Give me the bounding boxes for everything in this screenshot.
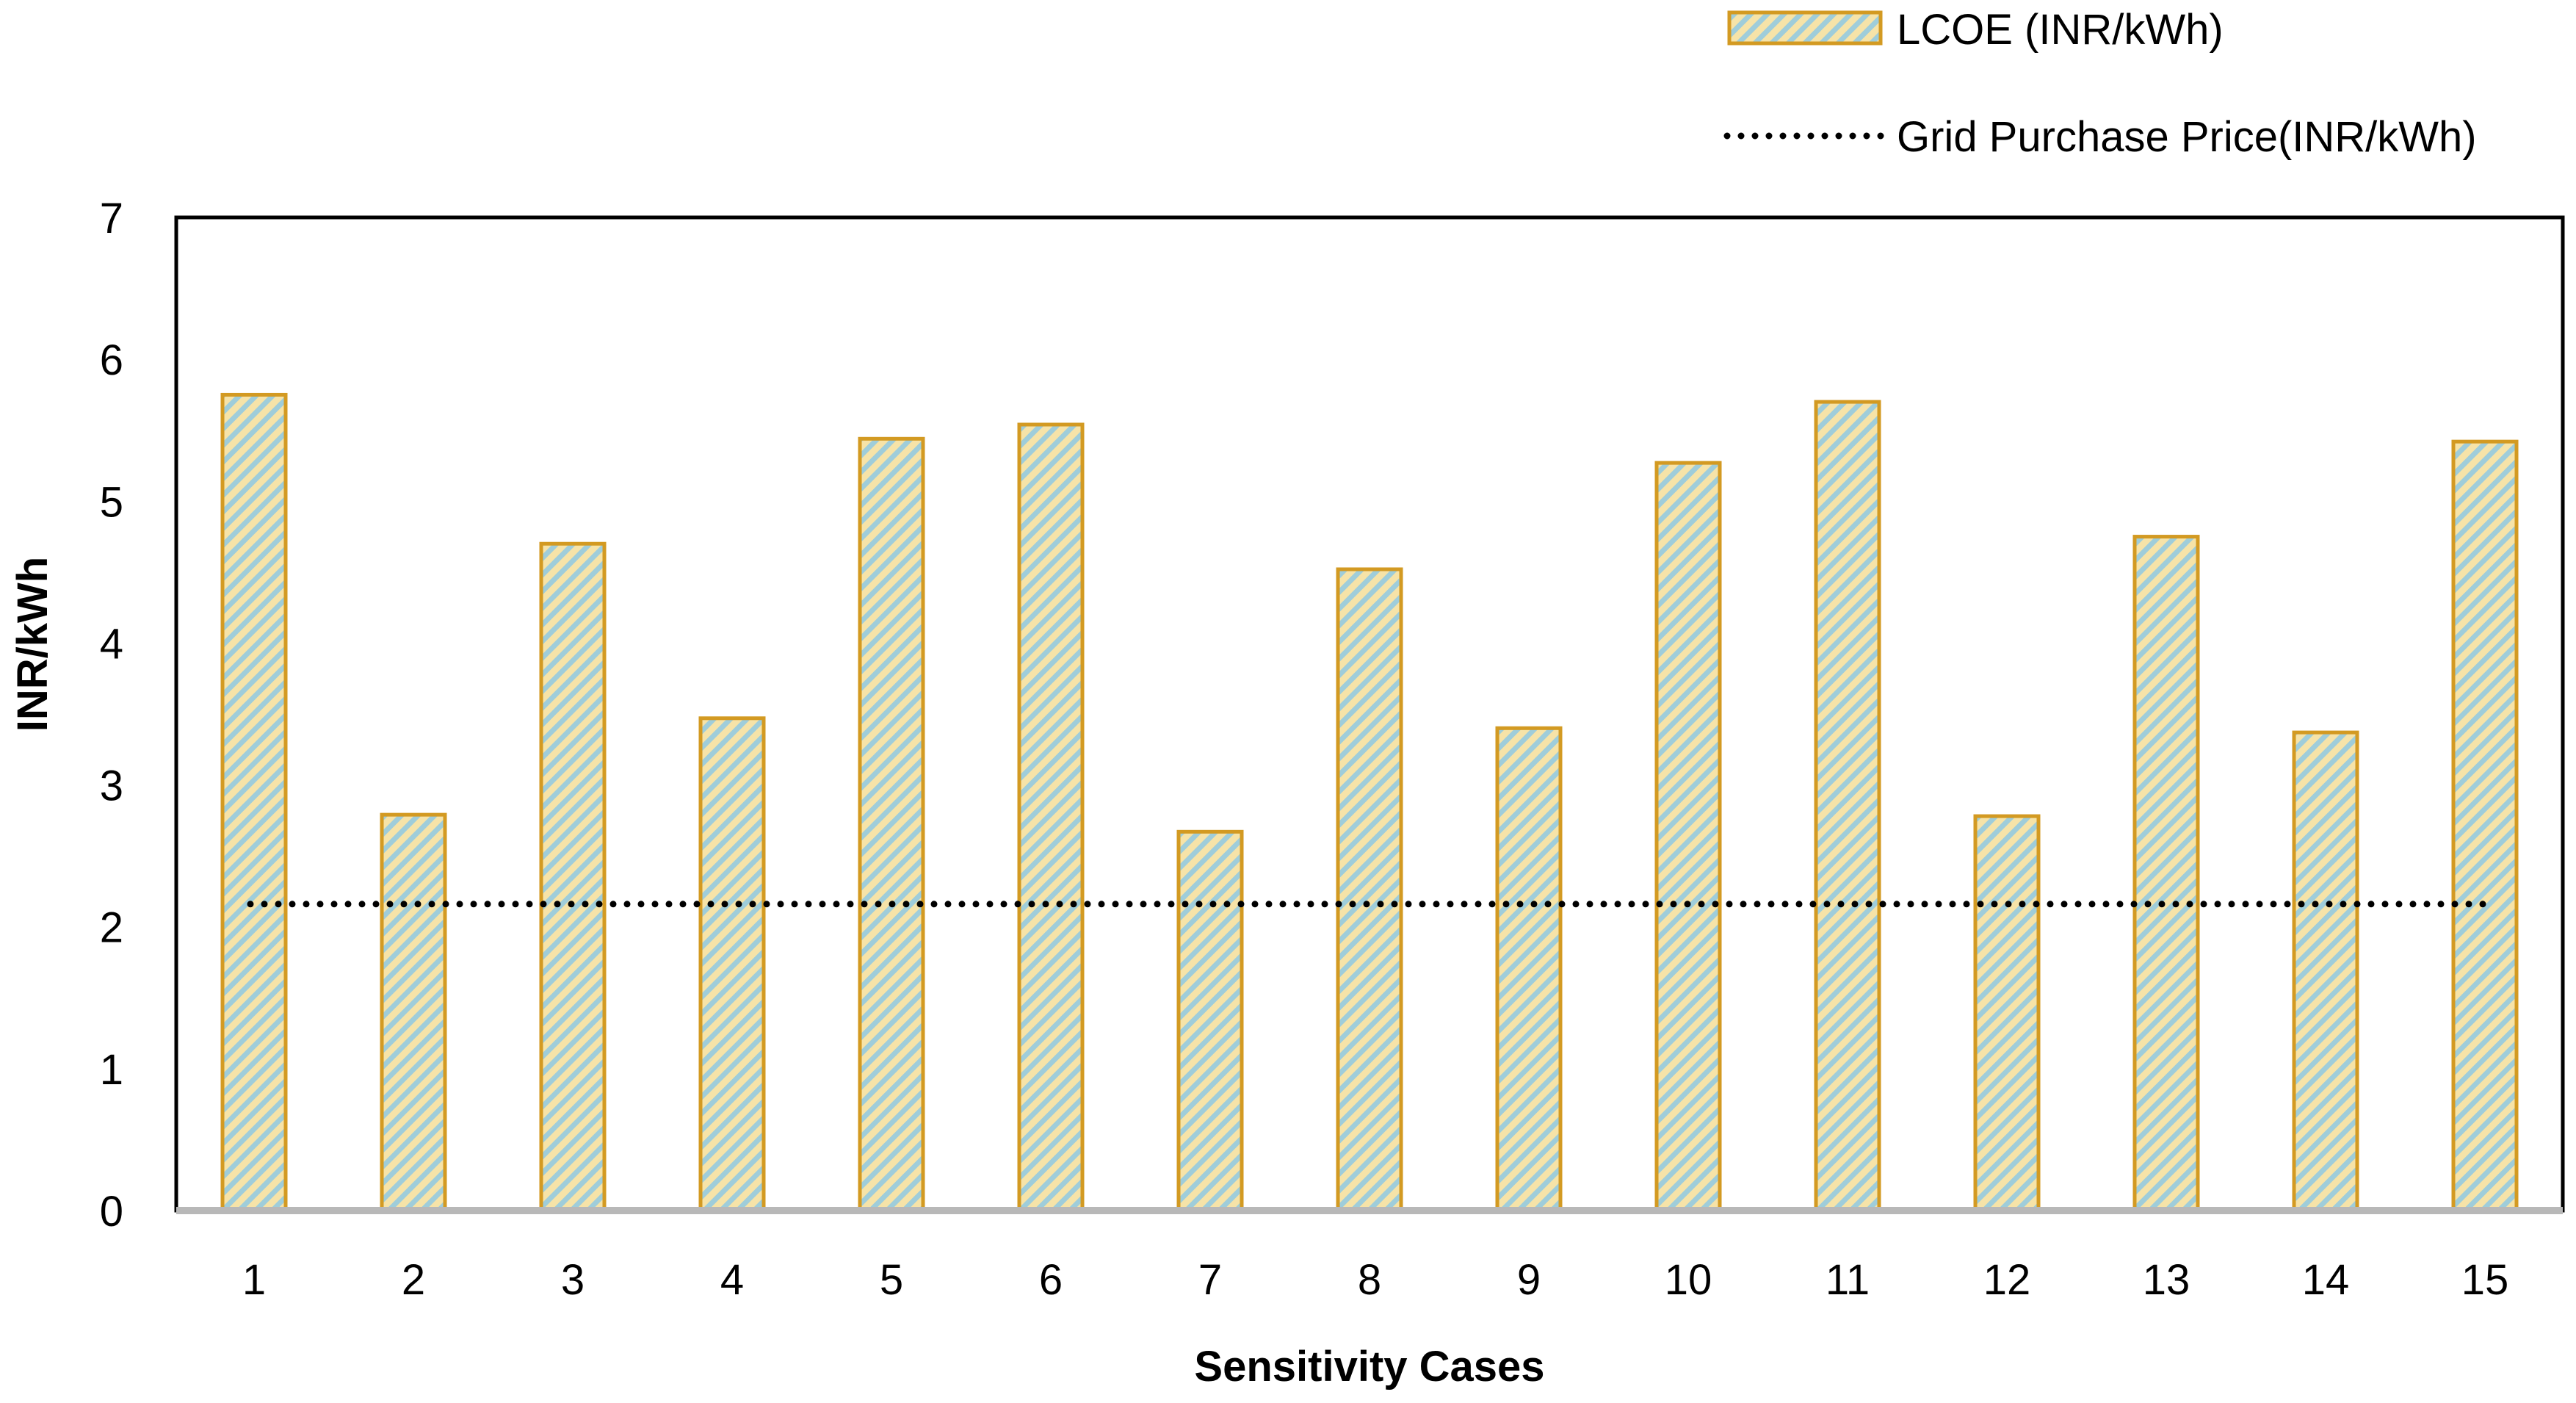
bar-case-3: [539, 541, 607, 1213]
x-tick-label: 9: [1517, 1256, 1541, 1304]
x-tick-label: 8: [1358, 1256, 1381, 1304]
x-tick-label: 6: [1039, 1256, 1063, 1304]
legend-swatch-lcoe: [1727, 10, 1883, 46]
y-tick-label: 5: [100, 478, 123, 526]
y-tick-label: 2: [100, 904, 123, 952]
bar-case-13: [2132, 535, 2200, 1213]
x-tick-label: 4: [720, 1256, 744, 1304]
bar-case-9: [1495, 726, 1563, 1213]
y-tick-label: 3: [100, 762, 123, 810]
y-tick-label: 7: [100, 195, 123, 242]
legend: LCOE (INR/kWh) Grid Purchase Price(INR/k…: [1723, 6, 2477, 161]
bar-case-10: [1654, 461, 1722, 1213]
bar-case-1: [220, 392, 288, 1213]
y-tick-label: 0: [100, 1188, 123, 1236]
bar-case-11: [1814, 400, 1881, 1213]
x-tick-label: 12: [1983, 1256, 2031, 1304]
x-tick-label: 15: [2461, 1256, 2509, 1304]
x-tick-label: 13: [2143, 1256, 2190, 1304]
bar-case-5: [858, 436, 925, 1213]
x-axis-title: Sensitivity Cases: [1194, 1343, 1544, 1391]
bar-case-6: [1017, 422, 1085, 1213]
legend-label-lcoe: LCOE (INR/kWh): [1897, 6, 2224, 54]
x-tick-label: 2: [402, 1256, 425, 1304]
x-tick-label: 5: [880, 1256, 903, 1304]
bar-case-4: [698, 716, 766, 1213]
x-tick-label: 14: [2302, 1256, 2350, 1304]
x-tick-label: 1: [242, 1256, 266, 1304]
legend-label-grid-price: Grid Purchase Price(INR/kWh): [1897, 113, 2477, 161]
y-tick-label: 6: [100, 336, 123, 384]
y-tick-label: 1: [100, 1046, 123, 1094]
bars: [220, 392, 2519, 1213]
bar-case-7: [1176, 829, 1244, 1213]
bar-case-12: [1973, 814, 2041, 1213]
x-axis-ticks: 1 2 3 4 5 6 7 8 9 10 11 12 13 14 15: [242, 1256, 2508, 1304]
y-axis-title: INR/kWh: [9, 557, 57, 732]
y-tick-label: 4: [100, 620, 123, 668]
y-axis-ticks: 0 1 2 3 4 5 6 7: [100, 195, 123, 1236]
x-tick-label: 10: [1665, 1256, 1712, 1304]
bar-case-2: [380, 812, 447, 1213]
bar-case-15: [2451, 439, 2519, 1213]
x-tick-label: 7: [1198, 1256, 1222, 1304]
bar-case-8: [1336, 567, 1403, 1213]
bar-case-14: [2292, 730, 2359, 1213]
x-tick-label: 11: [1826, 1256, 1870, 1304]
x-tick-label: 3: [561, 1256, 585, 1304]
